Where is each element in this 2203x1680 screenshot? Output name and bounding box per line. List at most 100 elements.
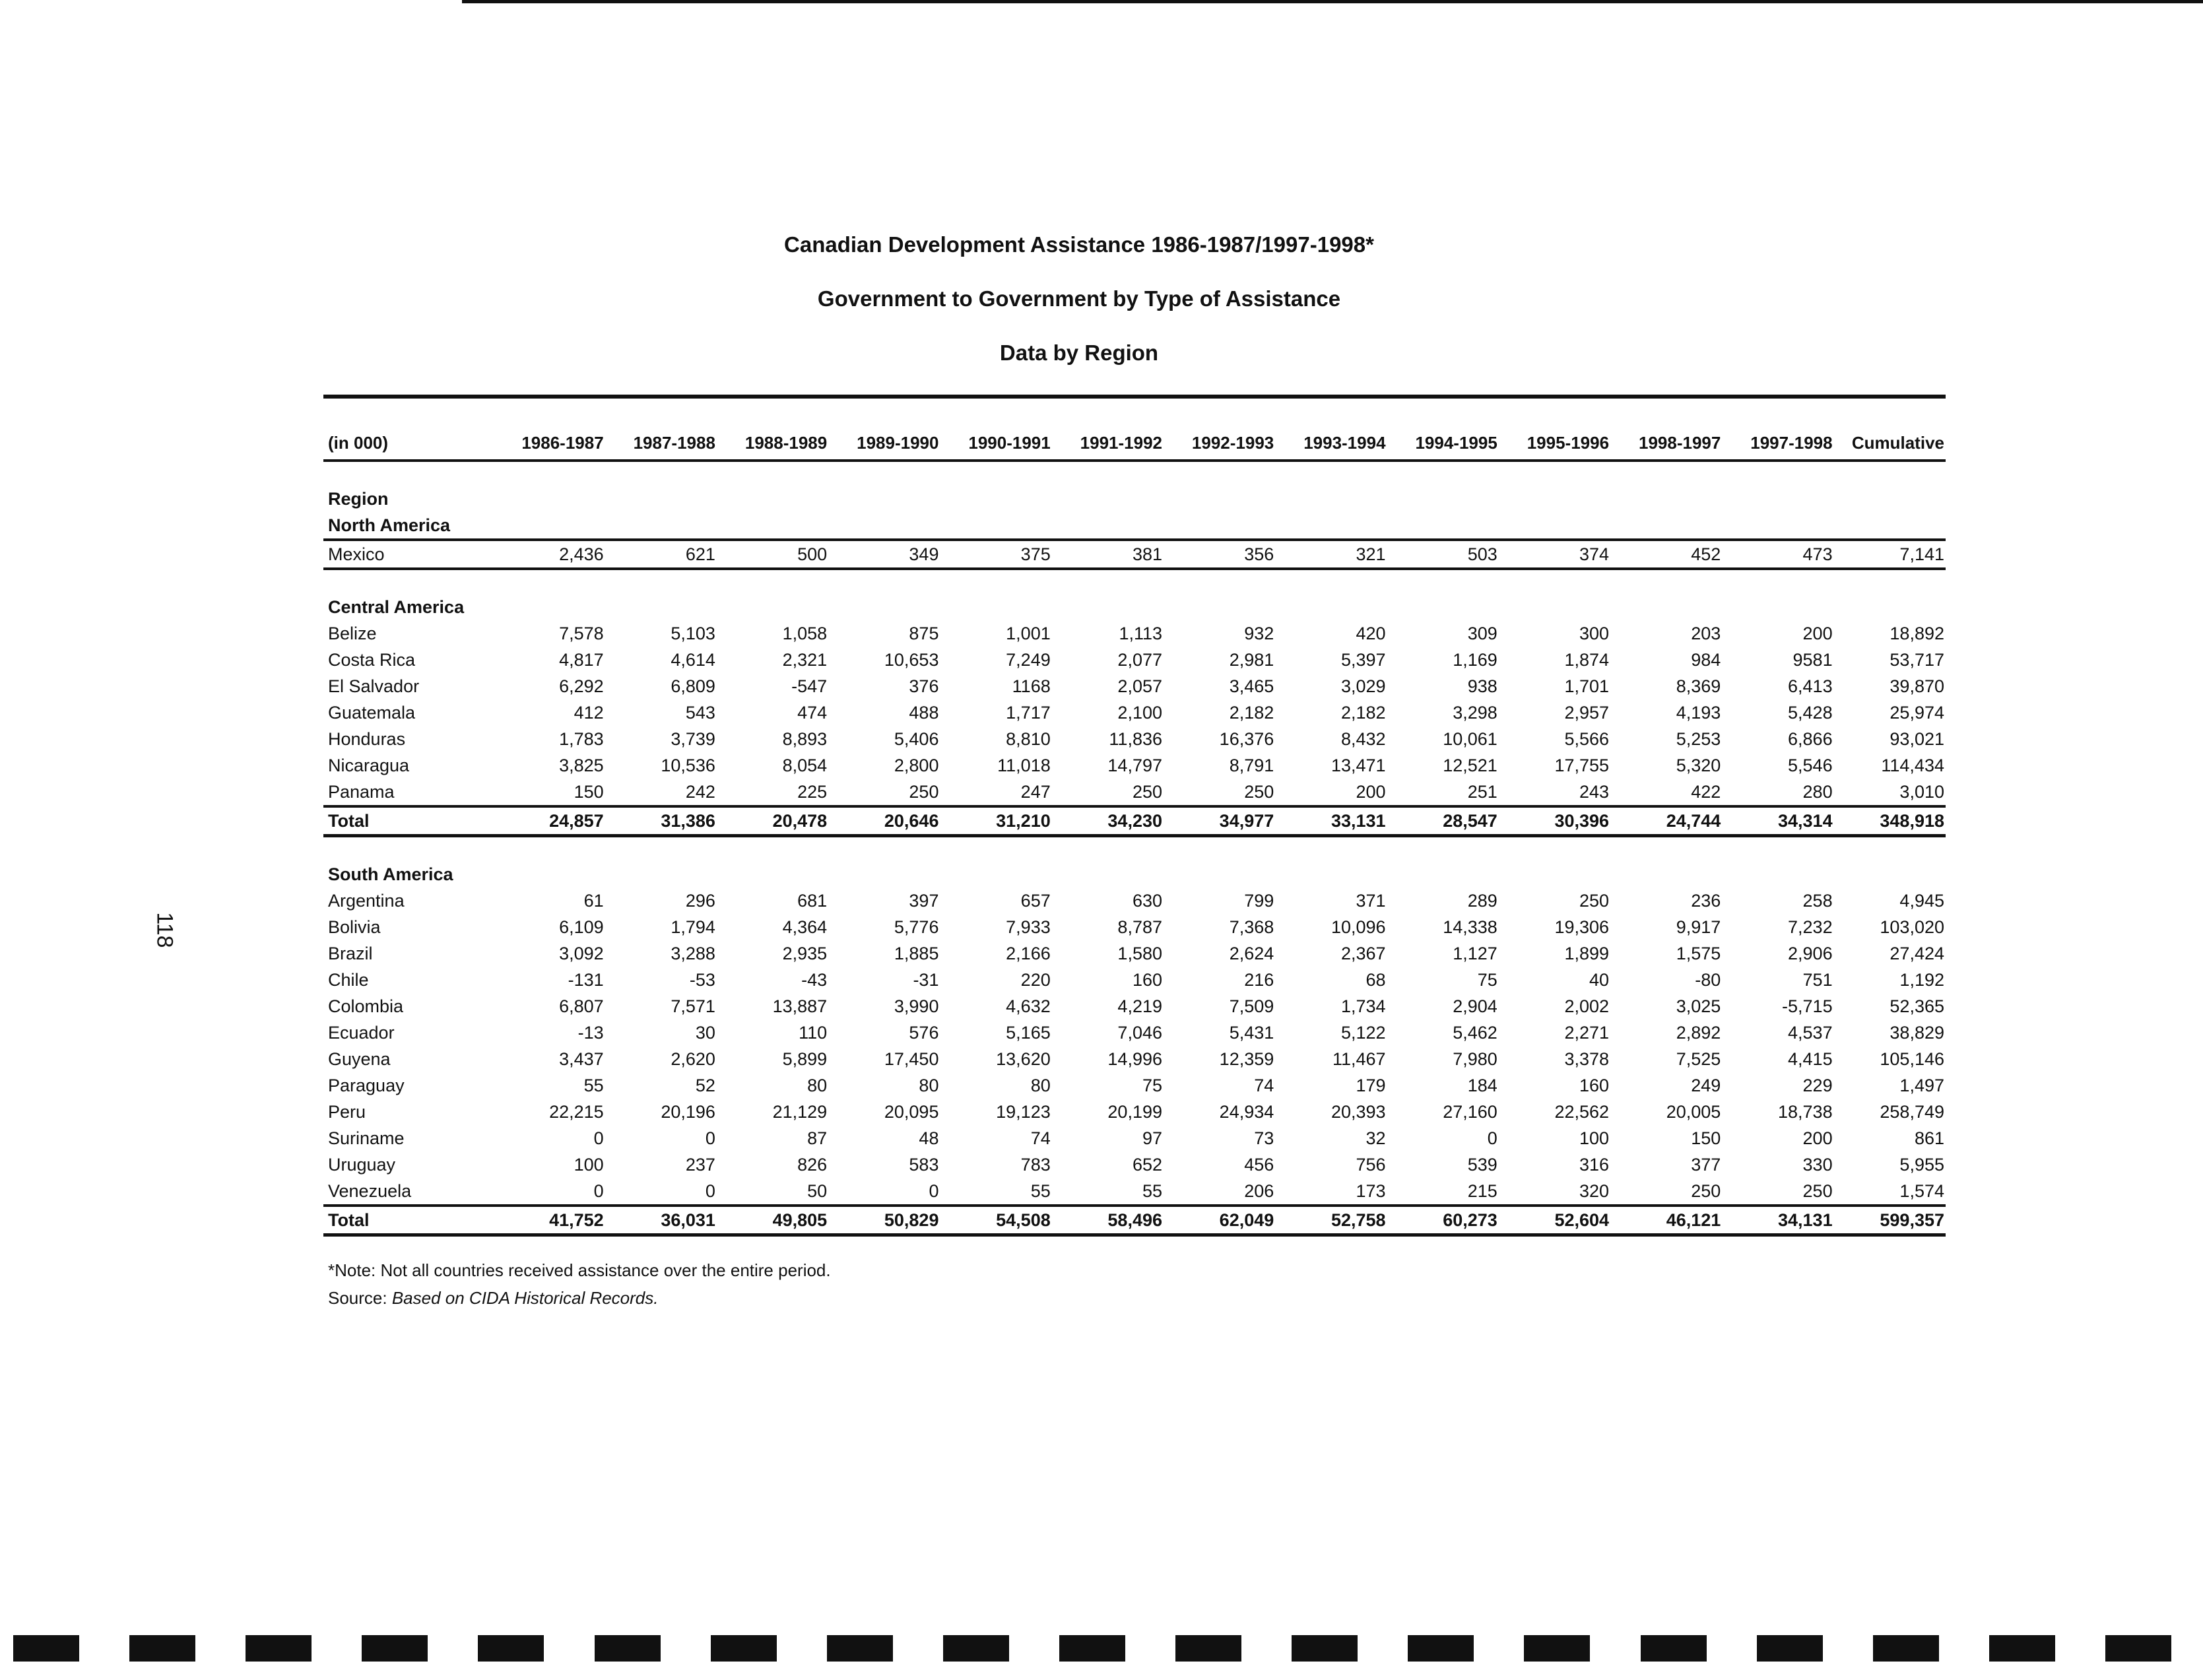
- edge-mark: [246, 1635, 312, 1662]
- value-cell: 1,783: [559, 729, 604, 749]
- value-cell: 861: [1914, 1128, 1944, 1148]
- value-cell: 7,368: [1229, 917, 1274, 937]
- table-row: Chile -131 -53 -43 -31 220 160 216 68 75 40 -80 751 1…: [323, 967, 1946, 993]
- value-cell: 3,465: [1229, 676, 1274, 696]
- value-cell: 179: [1356, 1076, 1386, 1095]
- spacer-cell: [323, 836, 1946, 862]
- value-cell: 5,955: [1899, 1155, 1944, 1175]
- value-cell: 50: [807, 1181, 828, 1201]
- value-cell: 1,717: [1006, 703, 1051, 723]
- value-cell: 397: [909, 891, 939, 911]
- value-cell: 61: [583, 891, 604, 911]
- value-cell: 160: [1132, 970, 1162, 990]
- value-cell: 473: [1802, 544, 1833, 564]
- value-cell: 2,182: [1340, 703, 1386, 723]
- total-value: 348,918: [1880, 811, 1944, 831]
- edge-mark: [129, 1635, 196, 1662]
- value-cell: 22,562: [1554, 1102, 1610, 1122]
- value-cell: 160: [1579, 1076, 1610, 1095]
- value-cell: 250: [1691, 1181, 1721, 1201]
- spacer-cell: [323, 569, 1946, 594]
- value-cell: 3,298: [1453, 703, 1497, 723]
- value-cell: 7,509: [1229, 996, 1274, 1016]
- value-cell: 27,424: [1890, 944, 1944, 963]
- total-value: 34,131: [1778, 1210, 1833, 1230]
- value-cell: -13: [577, 1023, 604, 1043]
- value-cell: 3,092: [559, 944, 604, 963]
- value-cell: 5,431: [1229, 1023, 1274, 1043]
- table-row: Bolivia 6,109 1,794 4,364 5,776 7,933 8,787 7,3…: [323, 914, 1946, 940]
- value-cell: 296: [685, 891, 715, 911]
- value-cell: 2,904: [1453, 996, 1497, 1016]
- table-row: Guyena 3,437 2,620 5,899 17,450 13,620 14,996 1…: [323, 1046, 1946, 1072]
- value-cell: 11,467: [1332, 1049, 1386, 1069]
- value-cell: 576: [909, 1023, 939, 1043]
- total-row: Total 24,857 31,386 20,478 20,646 31,210 34,23…: [323, 806, 1946, 836]
- country-name: Paraguay: [328, 1076, 405, 1095]
- spacer-row: [323, 836, 1946, 862]
- value-cell: 4,364: [782, 917, 828, 937]
- value-cell: 7,232: [1788, 917, 1833, 937]
- edge-mark: [1756, 1635, 1823, 1662]
- value-cell: 24,934: [1219, 1102, 1274, 1122]
- value-cell: 75: [1142, 1076, 1162, 1095]
- value-cell: 4,415: [1788, 1049, 1833, 1069]
- total-value: 30,396: [1554, 811, 1610, 831]
- value-cell: 55: [1142, 1181, 1162, 1201]
- source-note: Source: Based on CIDA Historical Records…: [328, 1288, 658, 1308]
- value-cell: 215: [1467, 1181, 1497, 1201]
- value-cell: 250: [909, 782, 939, 802]
- value-cell: 110: [799, 1023, 828, 1043]
- value-cell: 4,632: [1006, 996, 1051, 1016]
- country-name: Belize: [328, 624, 377, 643]
- value-cell: 229: [1802, 1076, 1833, 1095]
- value-cell: 1,127: [1453, 944, 1497, 963]
- value-cell: 20,393: [1331, 1102, 1386, 1122]
- value-cell: 19,306: [1554, 917, 1610, 937]
- value-cell: 621: [685, 544, 715, 564]
- value-cell: 206: [1244, 1181, 1274, 1201]
- value-cell: 8,810: [1006, 729, 1051, 749]
- value-cell: -53: [689, 970, 715, 990]
- value-cell: 1,575: [1676, 944, 1721, 963]
- value-cell: 200: [1802, 624, 1833, 643]
- edge-mark: [1175, 1635, 1242, 1662]
- edge-mark: [942, 1635, 1009, 1662]
- value-cell: 5,566: [1564, 729, 1610, 749]
- total-label: Total: [328, 811, 370, 831]
- column-header: 1994-1995: [1415, 433, 1497, 453]
- value-cell: 17,755: [1554, 756, 1610, 775]
- value-cell: 2,002: [1564, 996, 1610, 1016]
- value-cell: 8,791: [1229, 756, 1274, 775]
- value-cell: 289: [1467, 891, 1497, 911]
- value-cell: 751: [1802, 970, 1833, 990]
- country-name: Guyena: [328, 1049, 391, 1069]
- country-name: Costa Rica: [328, 650, 416, 670]
- value-cell: 826: [797, 1155, 828, 1175]
- value-cell: 75: [1477, 970, 1497, 990]
- value-cell: 0: [593, 1128, 604, 1148]
- column-header: 1997-1998: [1750, 433, 1833, 453]
- value-cell: 799: [1244, 891, 1274, 911]
- value-cell: 543: [685, 703, 715, 723]
- document-section-title: Data by Region: [999, 340, 1159, 365]
- value-cell: 14,996: [1107, 1049, 1162, 1069]
- value-cell: 184: [1467, 1076, 1497, 1095]
- value-cell: 38,829: [1890, 1023, 1944, 1043]
- value-cell: 7,571: [671, 996, 715, 1016]
- value-cell: 3,437: [559, 1049, 604, 1069]
- value-cell: 7,933: [1006, 917, 1051, 937]
- country-name: Bolivia: [328, 917, 381, 937]
- value-cell: 1,574: [1899, 1181, 1944, 1201]
- value-cell: 1,192: [1899, 970, 1944, 990]
- value-cell: -80: [1695, 970, 1721, 990]
- value-cell: 74: [1254, 1076, 1274, 1095]
- value-cell: 40: [1589, 970, 1610, 990]
- value-cell: 756: [1356, 1155, 1386, 1175]
- total-value: 20,646: [884, 811, 939, 831]
- country-name: Chile: [328, 970, 369, 990]
- value-cell: 2,077: [1117, 650, 1162, 670]
- country-name: Guatemala: [328, 703, 416, 723]
- value-cell: 474: [797, 703, 828, 723]
- spacer-row: [323, 461, 1946, 486]
